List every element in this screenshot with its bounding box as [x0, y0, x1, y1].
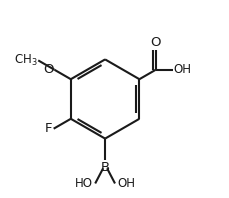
- Text: CH$_3$: CH$_3$: [14, 53, 37, 68]
- Text: OH: OH: [173, 63, 191, 76]
- Text: F: F: [44, 122, 52, 135]
- Text: O: O: [150, 36, 160, 49]
- Text: O: O: [43, 63, 53, 76]
- Text: HO: HO: [75, 177, 93, 190]
- Text: B: B: [100, 161, 109, 174]
- Text: OH: OH: [117, 177, 134, 190]
